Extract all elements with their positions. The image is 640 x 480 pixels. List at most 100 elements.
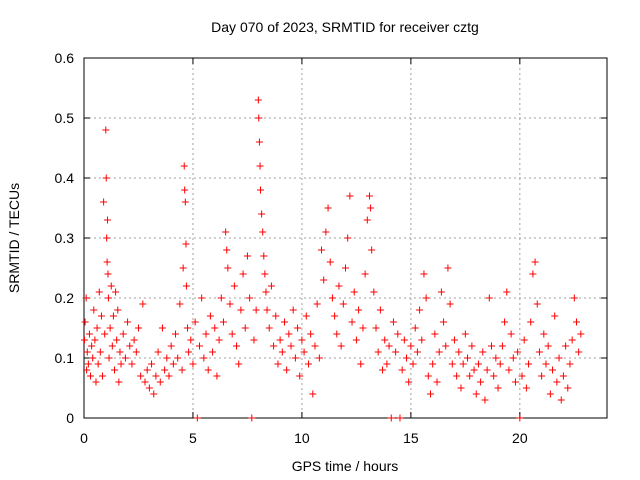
data-point <box>92 378 100 386</box>
data-point <box>274 360 282 368</box>
data-point <box>333 330 341 338</box>
data-point <box>189 360 197 368</box>
data-point <box>124 318 132 326</box>
data-point <box>176 300 184 308</box>
data-point <box>577 330 585 338</box>
data-point <box>538 372 546 380</box>
data-point <box>104 216 112 224</box>
data-point <box>100 198 108 206</box>
data-point <box>267 282 275 290</box>
data-point <box>191 318 199 326</box>
data-point <box>516 414 524 422</box>
data-point <box>109 312 117 320</box>
data-point <box>254 96 262 104</box>
data-point <box>224 264 232 272</box>
data-point <box>448 360 456 368</box>
data-point <box>106 324 114 332</box>
data-point <box>154 348 162 356</box>
data-point <box>350 288 358 296</box>
data-point <box>527 318 535 326</box>
data-point <box>385 342 393 350</box>
data-point <box>407 342 415 350</box>
data-point <box>119 330 127 338</box>
data-point <box>501 318 509 326</box>
x-tick-label: 10 <box>294 430 310 446</box>
data-point <box>359 324 367 332</box>
data-point <box>84 360 92 368</box>
data-point <box>324 204 332 212</box>
data-point <box>426 390 434 398</box>
data-point <box>503 288 511 296</box>
data-point <box>453 372 461 380</box>
data-point <box>289 306 297 314</box>
data-point <box>405 378 413 386</box>
y-tick-label: 0.2 <box>55 290 75 306</box>
data-point <box>237 306 245 314</box>
data-point <box>261 270 269 278</box>
data-point <box>466 372 474 380</box>
y-tick-label: 0.3 <box>55 230 75 246</box>
data-point <box>518 372 526 380</box>
data-point <box>549 366 557 374</box>
y-tick-label: 0.6 <box>55 50 75 66</box>
data-point <box>409 360 417 368</box>
data-point <box>442 342 450 350</box>
data-point <box>193 414 201 422</box>
data-point <box>298 336 306 344</box>
data-point <box>400 336 408 344</box>
data-point <box>185 348 193 356</box>
data-point <box>488 342 496 350</box>
data-point <box>181 186 189 194</box>
data-point <box>137 372 145 380</box>
y-tick-label: 0 <box>66 410 74 426</box>
data-point <box>257 186 265 194</box>
data-point <box>328 294 336 302</box>
data-point <box>113 336 121 344</box>
data-point <box>331 312 339 320</box>
data-point <box>381 336 389 344</box>
data-point <box>367 204 375 212</box>
data-point <box>97 312 105 320</box>
data-point <box>509 354 517 362</box>
y-tick-labels: 0 0.1 0.2 0.3 0.4 0.5 0.6 <box>55 50 75 426</box>
data-point <box>102 126 110 134</box>
data-point <box>82 294 90 302</box>
data-point <box>440 318 448 326</box>
data-point <box>535 348 543 356</box>
data-point <box>461 330 469 338</box>
data-point <box>260 252 268 260</box>
data-point <box>315 354 323 362</box>
data-point <box>272 312 280 320</box>
data-point <box>116 348 124 356</box>
data-point <box>217 294 225 302</box>
data-point <box>211 324 219 332</box>
data-point <box>520 336 528 344</box>
data-point <box>363 216 371 224</box>
data-point <box>280 318 288 326</box>
data-point <box>112 288 120 296</box>
data-point <box>182 282 190 290</box>
data-point <box>90 306 98 314</box>
data-point <box>307 330 315 338</box>
data-point <box>418 336 426 344</box>
data-point <box>416 306 424 314</box>
x-tick-label: 15 <box>403 430 419 446</box>
data-point <box>243 252 251 260</box>
data-point <box>403 354 411 362</box>
data-point <box>103 258 111 266</box>
data-point <box>209 348 217 356</box>
data-point <box>195 342 203 350</box>
data-point <box>481 396 489 404</box>
data-point <box>223 246 231 254</box>
data-point <box>511 378 519 386</box>
data-point <box>187 336 195 344</box>
data-point <box>219 318 227 326</box>
data-point <box>161 366 169 374</box>
data-point <box>235 360 243 368</box>
x-tick-label: 5 <box>189 430 197 446</box>
data-point <box>352 336 360 344</box>
data-point <box>346 192 354 200</box>
data-point <box>326 258 334 266</box>
data-point <box>105 354 113 362</box>
data-point <box>114 306 122 314</box>
